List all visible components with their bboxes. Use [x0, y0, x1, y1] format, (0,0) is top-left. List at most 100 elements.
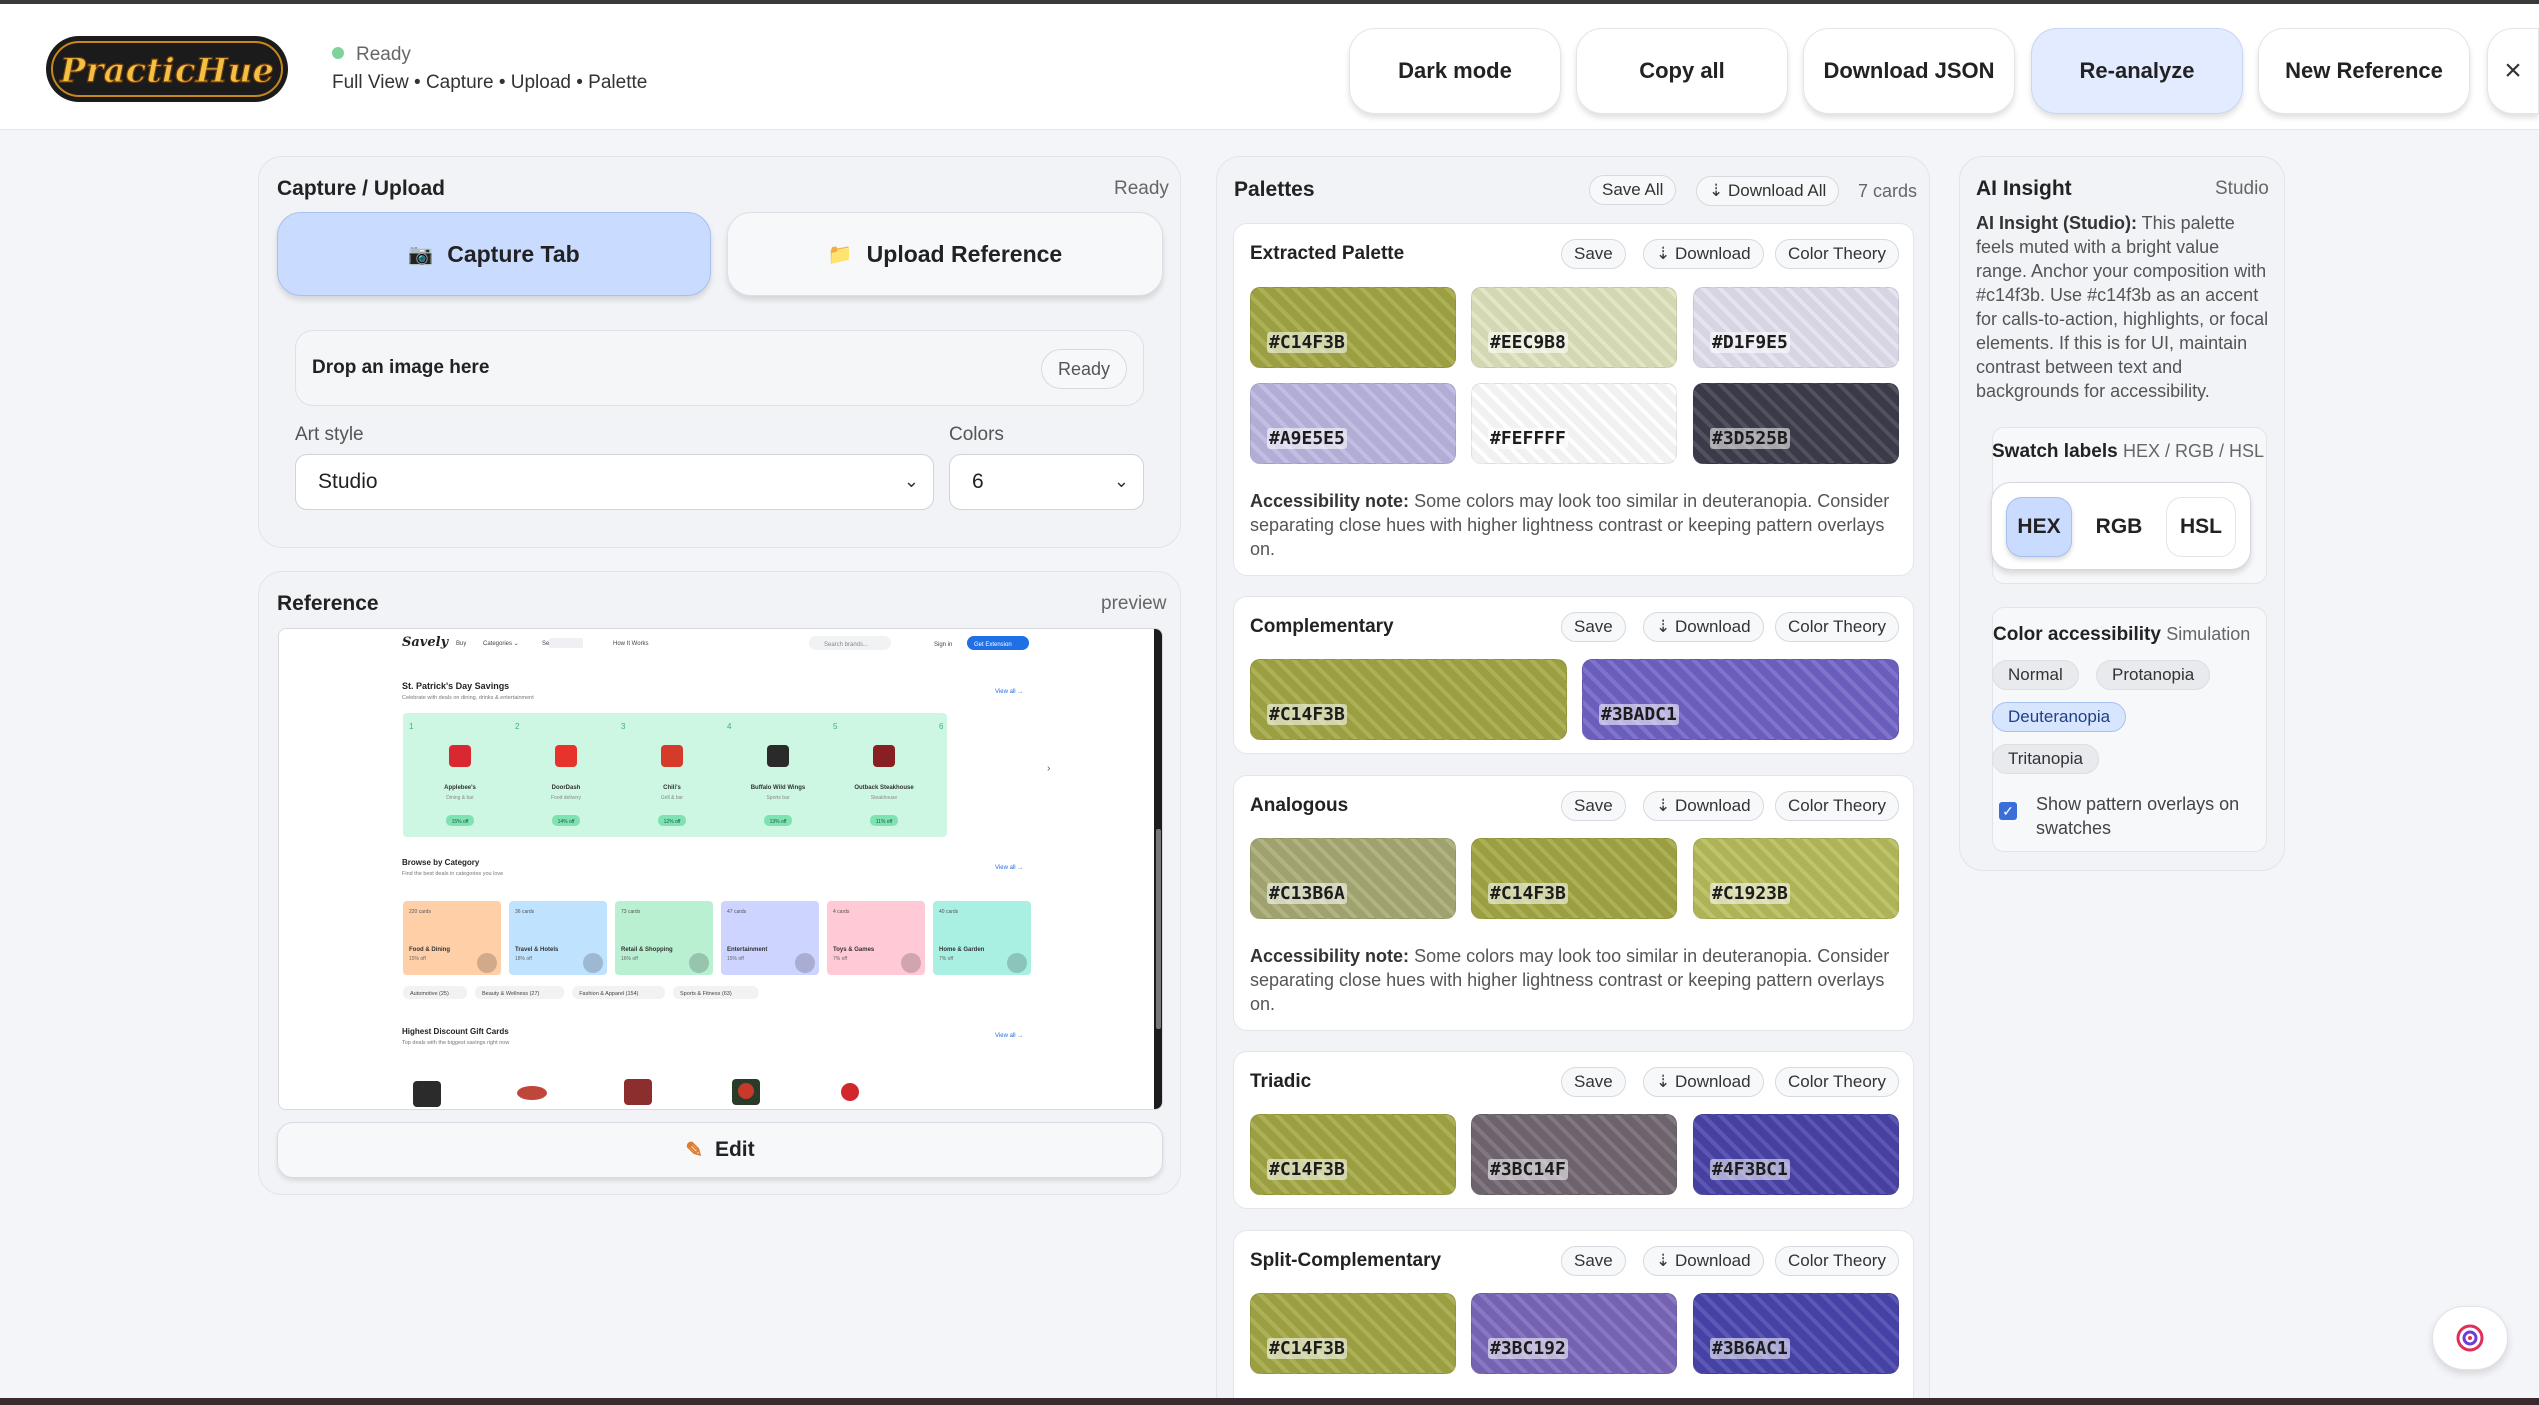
download-all-button[interactable]: ⇣ Download All: [1696, 176, 1840, 206]
upload-reference-button[interactable]: 📁 Upload Reference: [727, 212, 1163, 296]
swatch[interactable]: #C14F3B: [1250, 287, 1456, 368]
chevron-down-icon: ⌄: [903, 471, 919, 491]
deal-logo: [555, 745, 577, 767]
swatch-label: #C13B6A: [1267, 883, 1347, 904]
palette-count: 7 cards: [1858, 181, 1918, 201]
download-button[interactable]: ⇣ Download: [1643, 612, 1764, 642]
site-logo: Savely: [402, 635, 450, 650]
reanalyze-button[interactable]: Re-analyze: [2031, 28, 2243, 114]
copy-all-button[interactable]: Copy all: [1576, 28, 1788, 114]
reference-preview[interactable]: Savely Buy Categories ⌄ Sell How It Work…: [278, 628, 1163, 1110]
new-reference-button[interactable]: New Reference: [2258, 28, 2470, 114]
save-button[interactable]: Save: [1561, 1246, 1626, 1276]
category-illustration: [689, 953, 709, 973]
floating-target-button[interactable]: [2432, 1306, 2508, 1370]
swatch[interactable]: #A9E5E5: [1250, 383, 1456, 464]
save-button[interactable]: Save: [1561, 791, 1626, 821]
download-json-button[interactable]: Download JSON: [1803, 28, 2015, 114]
swatch[interactable]: #3D525B: [1693, 383, 1899, 464]
palette-card-analogous: Analogous Save ⇣ Download Color Theory #…: [1233, 775, 1914, 1031]
swatch[interactable]: #4F3BC1: [1693, 1114, 1899, 1195]
deal-rank: 6: [939, 722, 944, 731]
deal-card: [403, 713, 517, 837]
reference-title: Reference: [277, 592, 379, 615]
pattern-overlay-checkbox[interactable]: ✓: [1999, 802, 2017, 820]
category-discount: 15% off: [409, 956, 426, 962]
image-dropzone[interactable]: Drop an image here Ready: [295, 330, 1144, 406]
sim-normal-chip[interactable]: Normal: [1992, 660, 2079, 690]
swatch[interactable]: #FEFFFF: [1471, 383, 1677, 464]
swatch[interactable]: #3BC14F: [1471, 1114, 1677, 1195]
color-theory-button[interactable]: Color Theory: [1775, 1067, 1899, 1097]
close-icon: ×: [2504, 54, 2522, 87]
save-all-button[interactable]: Save All: [1589, 175, 1677, 205]
status-indicator: Ready: [332, 44, 411, 66]
swatch[interactable]: #EEC9B8: [1471, 287, 1677, 368]
hex-option[interactable]: HEX: [2006, 497, 2072, 557]
ai-insight-body: This palette feels muted with a bright v…: [1976, 213, 2269, 401]
dropzone-status: Ready: [1040, 349, 1127, 389]
swatch[interactable]: #3BADC1: [1582, 659, 1899, 740]
download-button[interactable]: ⇣ Download: [1643, 1246, 1764, 1276]
site-view-all-2: View all →: [995, 865, 1023, 871]
sim-tritanopia-chip[interactable]: Tritanopia: [1992, 744, 2099, 774]
save-button[interactable]: Save: [1561, 239, 1626, 269]
color-theory-button[interactable]: Color Theory: [1775, 791, 1899, 821]
category-illustration: [1007, 953, 1027, 973]
ai-insight-text: AI Insight (Studio): This palette feels …: [1976, 211, 2270, 403]
swatch[interactable]: #3B6AC1: [1693, 1293, 1899, 1374]
swatch[interactable]: #C1923B: [1693, 838, 1899, 919]
note-label: Accessibility note:: [1250, 946, 1410, 966]
art-style-select[interactable]: Studio ⌄: [295, 454, 934, 510]
deal-name: Applebee's: [444, 785, 476, 791]
site-section3-sub: Top deals with the biggest savings right…: [402, 1040, 509, 1046]
ai-insight-title: AI Insight: [1976, 177, 2072, 200]
svg-text:›: ›: [1047, 763, 1050, 774]
category-discount: 7% off: [939, 956, 954, 962]
deal-discount: 13% off: [770, 819, 787, 825]
deal-logo: [767, 745, 789, 767]
site-nav-how: How It Works: [613, 641, 649, 647]
download-button[interactable]: ⇣ Download: [1643, 791, 1764, 821]
deal-logo: [449, 745, 471, 767]
swatch-label: #EEC9B8: [1488, 332, 1568, 353]
category-name: Toys & Games: [833, 947, 875, 953]
chevron-down-icon: ⌄: [1113, 471, 1129, 491]
category-illustration: [477, 953, 497, 973]
color-theory-button[interactable]: Color Theory: [1775, 239, 1899, 269]
category-illustration: [583, 953, 603, 973]
swatch[interactable]: #C14F3B: [1471, 838, 1677, 919]
color-theory-button[interactable]: Color Theory: [1775, 612, 1899, 642]
rgb-option[interactable]: RGB: [2095, 515, 2143, 538]
save-button[interactable]: Save: [1561, 612, 1626, 642]
swatch[interactable]: #C13B6A: [1250, 838, 1456, 919]
save-button[interactable]: Save: [1561, 1067, 1626, 1097]
swatch[interactable]: #C14F3B: [1250, 659, 1567, 740]
category-count: 40 cards: [939, 909, 959, 915]
sim-deuteranopia-chip[interactable]: Deuteranopia: [1992, 702, 2127, 732]
swatch[interactable]: #3BC192: [1471, 1293, 1677, 1374]
capture-status: Ready: [1114, 178, 1169, 199]
sim-protanopia-chip[interactable]: Protanopia: [2096, 660, 2211, 690]
close-button[interactable]: ×: [2487, 28, 2539, 114]
category-card: [827, 901, 925, 975]
window-top-border: [0, 0, 2539, 4]
color-theory-button[interactable]: Color Theory: [1775, 1246, 1899, 1276]
deal-category: Grill & bar: [661, 795, 684, 801]
capture-tab-button[interactable]: 📷 Capture Tab: [277, 212, 711, 296]
swatch[interactable]: #C14F3B: [1250, 1293, 1456, 1374]
edit-button[interactable]: ✎ Edit: [277, 1122, 1163, 1178]
swatch[interactable]: #C14F3B: [1250, 1114, 1456, 1195]
app-logo: PracticHue: [46, 36, 288, 102]
svg-text:PracticHue: PracticHue: [59, 51, 274, 91]
site-search: Search brands...: [824, 642, 868, 648]
dark-mode-button[interactable]: Dark mode: [1349, 28, 1561, 114]
deal-discount: 15% off: [452, 819, 469, 825]
hsl-option[interactable]: HSL: [2166, 497, 2236, 557]
download-button[interactable]: ⇣ Download: [1643, 1067, 1764, 1097]
site-nav-buy: Buy: [456, 641, 466, 647]
download-button[interactable]: ⇣ Download: [1643, 239, 1764, 269]
deal-card: [615, 713, 729, 837]
colors-select[interactable]: 6 ⌄: [949, 454, 1144, 510]
swatch[interactable]: #D1F9E5: [1693, 287, 1899, 368]
